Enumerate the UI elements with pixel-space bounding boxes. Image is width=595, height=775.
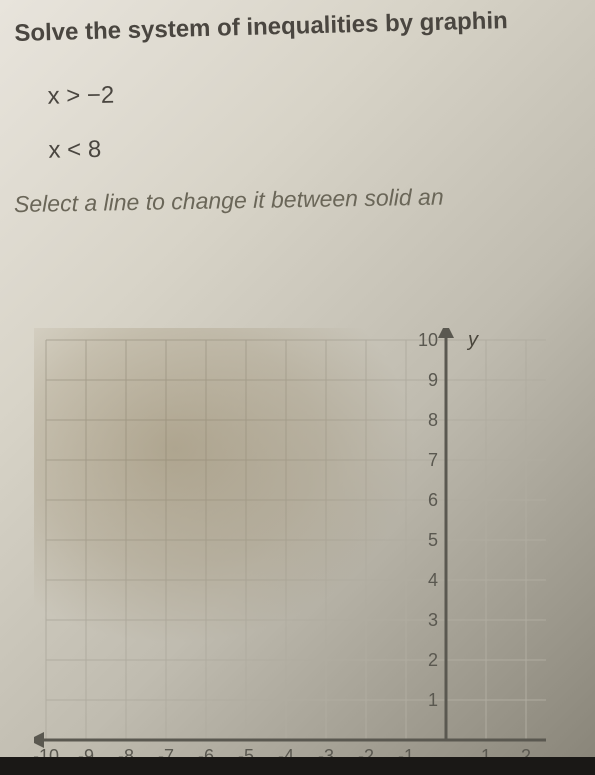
svg-text:9: 9 (428, 370, 438, 390)
photo-bottom-edge (0, 757, 595, 775)
worksheet-page: Solve the system of inequalities by grap… (0, 0, 595, 775)
svg-text:7: 7 (428, 450, 438, 470)
inequalities-block: x > −2 x < 8 (47, 74, 595, 166)
svg-text:10: 10 (418, 330, 438, 350)
svg-text:6: 6 (428, 490, 438, 510)
svg-text:2: 2 (428, 650, 438, 670)
svg-text:y: y (466, 329, 479, 351)
svg-text:5: 5 (428, 530, 438, 550)
coordinate-grid[interactable]: 10987654321y-10-9-8-7-6-5-4-3-2-112 (34, 328, 595, 775)
svg-text:8: 8 (428, 410, 438, 430)
inequality-2: x < 8 (48, 128, 595, 166)
inequality-1: x > −2 (47, 74, 594, 112)
svg-text:1: 1 (428, 690, 438, 710)
instruction-text: Select a line to change it between solid… (14, 181, 595, 218)
question-prompt: Solve the system of inequalities by grap… (14, 3, 595, 51)
svg-text:3: 3 (428, 610, 438, 630)
svg-text:4: 4 (428, 570, 438, 590)
